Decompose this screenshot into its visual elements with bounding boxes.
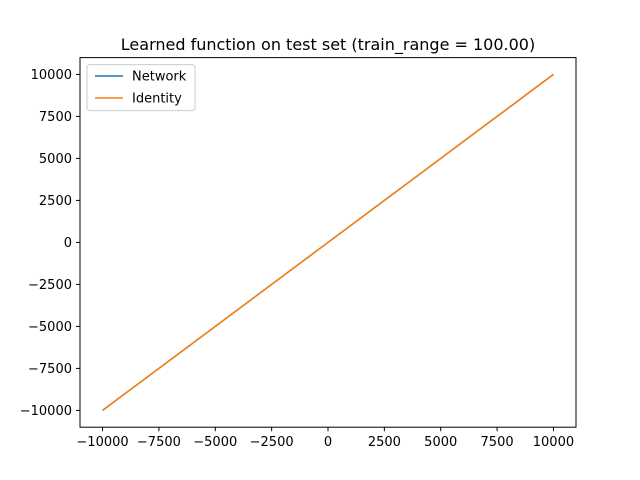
series-line-identity bbox=[102, 73, 554, 412]
y-axis: −10000 −7500 −5000 −2500 0 2500 5000 7500 10000 bbox=[20, 68, 80, 419]
x-tick-label: −10000 bbox=[76, 435, 128, 450]
x-tick-label: 2500 bbox=[368, 435, 401, 450]
y-tick-label: 10000 bbox=[31, 68, 72, 83]
chart-title: Learned function on test set (train_rang… bbox=[121, 35, 535, 55]
x-tick-label: −7500 bbox=[137, 435, 181, 450]
plot-area: −10000 −7500 −5000 −2500 0 2500 5000 7500 10000 … bbox=[20, 57, 577, 450]
y-tick-label: 0 bbox=[64, 236, 72, 251]
legend-label-network: Network bbox=[132, 70, 187, 85]
series-layer bbox=[102, 73, 554, 412]
y-tick-label: −5000 bbox=[28, 320, 72, 335]
y-tick-label: −7500 bbox=[28, 362, 72, 377]
legend-label-identity: Identity bbox=[132, 92, 182, 107]
x-tick-label: 5000 bbox=[424, 435, 457, 450]
x-axis: −10000 −7500 −5000 −2500 0 2500 5000 7500 10000 bbox=[76, 427, 574, 450]
legend: Network Identity bbox=[86, 64, 196, 112]
x-tick-label: 7500 bbox=[481, 435, 514, 450]
x-tick-label: −5000 bbox=[193, 435, 237, 450]
y-tick-label: 2500 bbox=[39, 194, 72, 209]
y-tick-label: −2500 bbox=[28, 278, 72, 293]
x-tick-label: −2500 bbox=[250, 435, 294, 450]
y-tick-label: −10000 bbox=[20, 404, 72, 419]
y-tick-label: 5000 bbox=[39, 152, 72, 167]
y-tick-label: 7500 bbox=[39, 110, 72, 125]
x-tick-label: 10000 bbox=[533, 435, 574, 450]
x-tick-label: 0 bbox=[324, 435, 332, 450]
